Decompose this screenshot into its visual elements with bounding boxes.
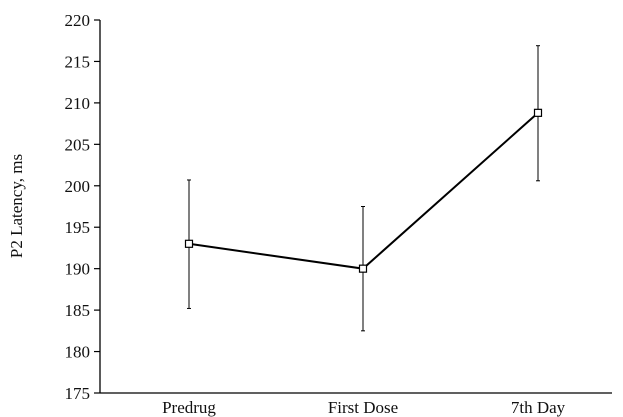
data-markers (184, 108, 543, 273)
y-tick-label: 190 (65, 260, 91, 279)
x-tick-label: 7th Day (511, 398, 566, 417)
x-axis-ticks: Predrug First Dose 7th Day (162, 398, 566, 417)
y-tick-label: 185 (65, 301, 91, 320)
data-point (184, 239, 194, 248)
y-axis-ticks: 175 180 185 190 195 200 205 210 215 220 (65, 11, 100, 403)
data-point (533, 108, 543, 117)
y-tick-label: 195 (65, 218, 91, 237)
y-tick-label: 180 (65, 343, 91, 362)
y-axis-title: P2 Latency, ms (7, 154, 26, 258)
y-tick-label: 175 (65, 384, 91, 403)
y-tick-label: 205 (65, 135, 91, 154)
x-tick-label: Predrug (162, 398, 216, 417)
y-tick-label: 210 (65, 94, 91, 113)
y-tick-label: 220 (65, 11, 91, 30)
x-tick-label: First Dose (328, 398, 398, 417)
error-bars (187, 45, 540, 332)
data-point (358, 264, 368, 273)
y-tick-label: 200 (65, 177, 91, 196)
y-tick-label: 215 (65, 52, 91, 71)
